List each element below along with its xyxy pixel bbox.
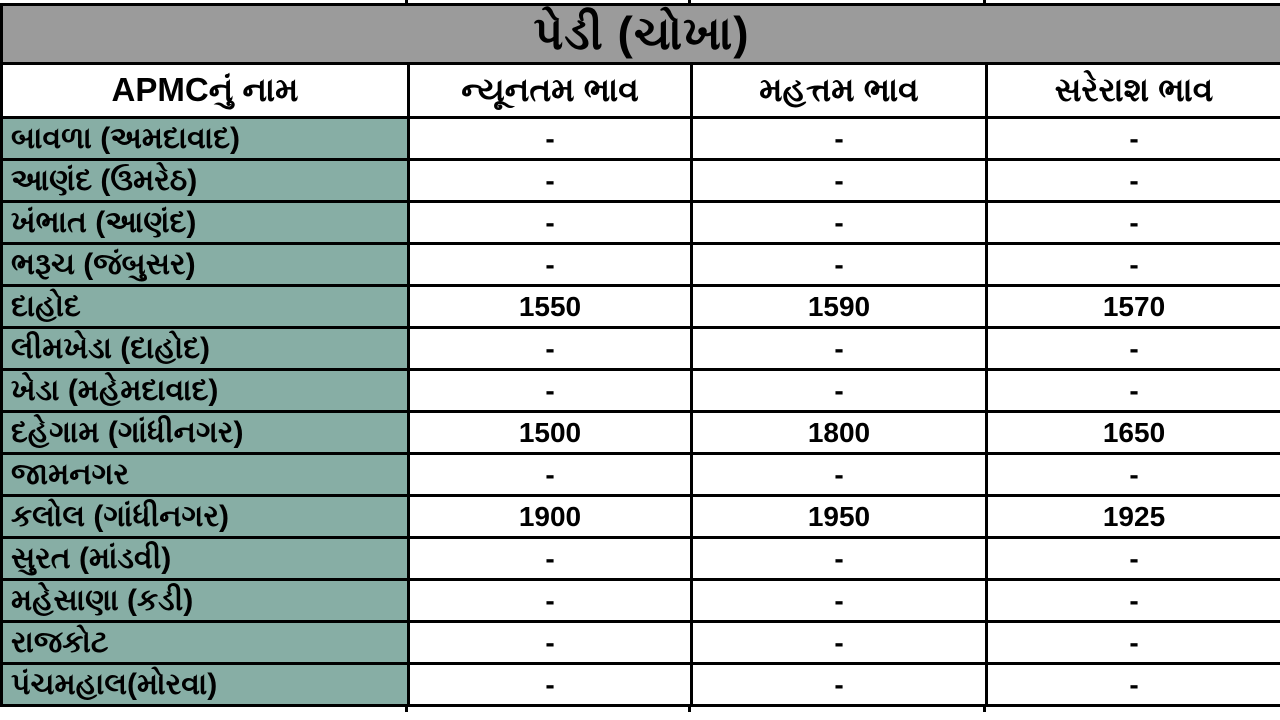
max-price-cell: - [690, 536, 988, 581]
max-price-cell: 1590 [690, 284, 988, 329]
min-price-cell: - [407, 116, 693, 161]
avg-price-cell: - [984, 158, 1280, 203]
grid-tick [405, 0, 408, 3]
apmc-name-cell: લીમખેડા (દાહોદ) [0, 326, 410, 371]
table-row: ખેડા (મહેમદાવાદ) - - - [0, 368, 1280, 413]
min-price-cell: - [407, 452, 693, 497]
grid-tick [983, 707, 986, 712]
table-row: દાહોદ 1550 1590 1570 [0, 284, 1280, 329]
table-row: ભરૂચ (જંબુસર) - - - [0, 242, 1280, 287]
table-row: ખંભાત (આણંદ) - - - [0, 200, 1280, 245]
avg-price-cell: - [984, 452, 1280, 497]
min-price-cell: - [407, 326, 693, 371]
table-row: કલોલ (ગાંધીનગર) 1900 1950 1925 [0, 494, 1280, 539]
title-row: પેડી (ચોખા) [0, 3, 1280, 65]
max-price-cell: - [690, 578, 988, 623]
table-row: મહેસાણા (કડી) - - - [0, 578, 1280, 623]
cutoff-row-top [0, 0, 1280, 3]
table-row: રાજકોટ - - - [0, 620, 1280, 665]
avg-price-cell: - [984, 200, 1280, 245]
avg-price-cell: - [984, 116, 1280, 161]
grid-tick [405, 707, 408, 712]
grid-tick [983, 0, 986, 3]
max-price-cell: - [690, 242, 988, 287]
avg-price-cell: - [984, 326, 1280, 371]
max-price-cell: - [690, 200, 988, 245]
min-price-cell: - [407, 578, 693, 623]
min-price-cell: 1900 [407, 494, 693, 539]
min-price-cell: 1500 [407, 410, 693, 455]
table-row: પંચમહાલ(મોરવા) - - - [0, 662, 1280, 707]
table-row: જામનગર - - - [0, 452, 1280, 497]
table-row: દહેગામ (ગાંધીનગર) 1500 1800 1650 [0, 410, 1280, 455]
table-row: બાવળા (અમદાવાદ) - - - [0, 116, 1280, 161]
min-price-cell: - [407, 200, 693, 245]
max-price-cell: - [690, 662, 988, 707]
max-price-cell: - [690, 326, 988, 371]
apmc-name-cell: દહેગામ (ગાંધીનગર) [0, 410, 410, 455]
apmc-name-cell: આણંદ (ઉમરેઠ) [0, 158, 410, 203]
apmc-name-cell: જામનગર [0, 452, 410, 497]
grid-tick [688, 0, 691, 3]
apmc-price-table: પેડી (ચોખા) APMCનું નામ ન્યૂનતમ ભાવ મહત્… [0, 3, 1280, 707]
min-price-cell: - [407, 536, 693, 581]
apmc-name-cell: ભરૂચ (જંબુસર) [0, 242, 410, 287]
column-header-avg-price: સરેરાશ ભાવ [984, 62, 1280, 119]
apmc-name-cell: રાજકોટ [0, 620, 410, 665]
min-price-cell: - [407, 620, 693, 665]
column-header-min-price: ન્યૂનતમ ભાવ [407, 62, 693, 119]
grid-tick [688, 707, 691, 712]
apmc-name-cell: દાહોદ [0, 284, 410, 329]
apmc-name-cell: પંચમહાલ(મોરવા) [0, 662, 410, 707]
table-row: આણંદ (ઉમરેઠ) - - - [0, 158, 1280, 203]
avg-price-cell: 1650 [984, 410, 1280, 455]
min-price-cell: 1550 [407, 284, 693, 329]
avg-price-cell: 1925 [984, 494, 1280, 539]
column-header-apmc-name: APMCનું નામ [0, 62, 410, 119]
apmc-name-cell: સુરત (માંડવી) [0, 536, 410, 581]
avg-price-cell: - [984, 536, 1280, 581]
max-price-cell: 1950 [690, 494, 988, 539]
max-price-cell: - [690, 368, 988, 413]
avg-price-cell: - [984, 578, 1280, 623]
avg-price-cell: - [984, 662, 1280, 707]
commodity-title: પેડી (ચોખા) [0, 3, 1280, 65]
apmc-name-cell: કલોલ (ગાંધીનગર) [0, 494, 410, 539]
apmc-name-cell: બાવળા (અમદાવાદ) [0, 116, 410, 161]
header-row: APMCનું નામ ન્યૂનતમ ભાવ મહત્તમ ભાવ સરેરા… [0, 62, 1280, 119]
avg-price-cell: - [984, 368, 1280, 413]
column-header-max-price: મહત્તમ ભાવ [690, 62, 988, 119]
max-price-cell: - [690, 158, 988, 203]
apmc-name-cell: ખંભાત (આણંદ) [0, 200, 410, 245]
table-row: સુરત (માંડવી) - - - [0, 536, 1280, 581]
min-price-cell: - [407, 242, 693, 287]
max-price-cell: - [690, 620, 988, 665]
max-price-cell: - [690, 452, 988, 497]
min-price-cell: - [407, 368, 693, 413]
max-price-cell: 1800 [690, 410, 988, 455]
avg-price-cell: - [984, 242, 1280, 287]
table-row: લીમખેડા (દાહોદ) - - - [0, 326, 1280, 371]
max-price-cell: - [690, 116, 988, 161]
min-price-cell: - [407, 662, 693, 707]
cutoff-row-bottom [0, 707, 1280, 712]
min-price-cell: - [407, 158, 693, 203]
avg-price-cell: 1570 [984, 284, 1280, 329]
apmc-name-cell: મહેસાણા (કડી) [0, 578, 410, 623]
apmc-name-cell: ખેડા (મહેમદાવાદ) [0, 368, 410, 413]
avg-price-cell: - [984, 620, 1280, 665]
